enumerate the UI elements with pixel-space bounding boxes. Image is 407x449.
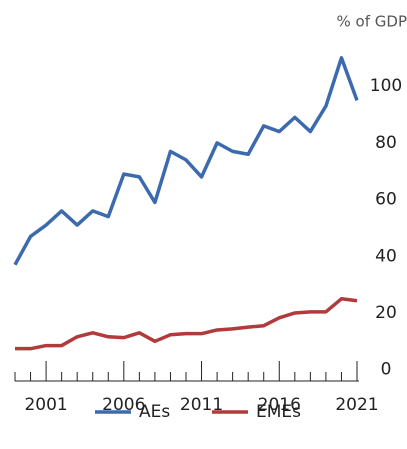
x-tick-label: 2001 (24, 395, 67, 415)
legend-label: AEs (139, 402, 170, 422)
y-tick-label: 100 (370, 76, 402, 96)
x-tick-label: 2021 (335, 395, 378, 415)
y-tick-label: 80 (375, 133, 397, 153)
line-series (15, 297, 358, 351)
x-tick-label: 2016 (258, 395, 301, 415)
line-series (13, 56, 359, 266)
legend-label: EMEs (256, 402, 301, 422)
y-tick-label: 20 (375, 303, 397, 323)
y-tick-label: 60 (375, 190, 397, 210)
y-axis-label: % of GDP (337, 13, 407, 31)
x-tick-label: 2011 (180, 395, 223, 415)
y-tick-label: 0 (381, 360, 392, 380)
y-tick-label: 40 (375, 246, 397, 266)
x-tick-label: 2006 (102, 395, 145, 415)
